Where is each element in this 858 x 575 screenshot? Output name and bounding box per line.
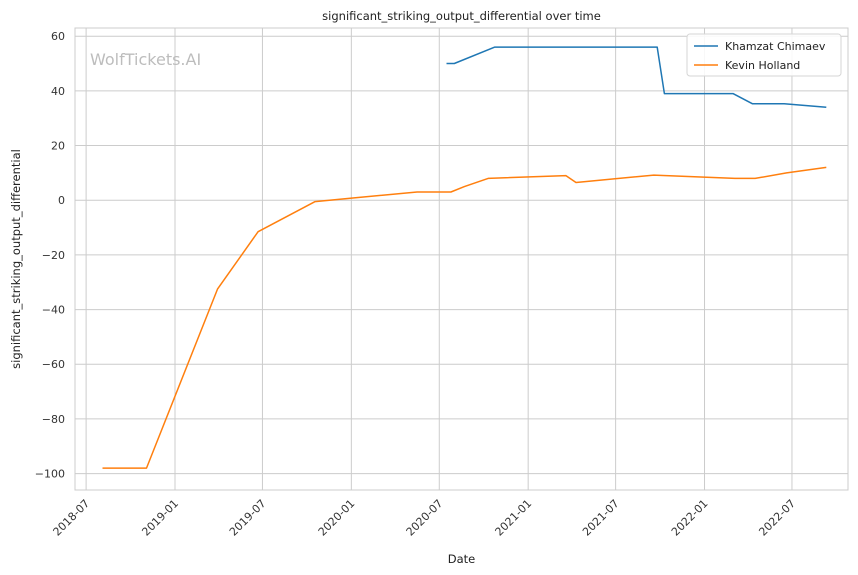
y-tick-label: −100 [35, 468, 65, 481]
y-tick-label: 20 [51, 140, 65, 153]
series-line-1 [102, 166, 827, 469]
x-tick-label: 2022-07 [756, 497, 798, 539]
x-tick-label: 2019-01 [139, 497, 181, 539]
legend-box [686, 33, 842, 77]
x-axis-ticks: 2018-07 2019-01 2019-07 2020-01 2020-07 2021-… [51, 497, 799, 539]
x-tick-label: 2018-07 [51, 497, 93, 539]
y-tick-label: −60 [42, 358, 65, 371]
series-line-0 [446, 46, 827, 109]
x-tick-label: 2020-01 [316, 497, 358, 539]
y-tick-label: −20 [42, 249, 65, 262]
x-tick-label: 2022-01 [669, 497, 711, 539]
y-tick-label: 40 [51, 85, 65, 98]
grid [75, 28, 848, 490]
chart-title: significant_striking_output_differential… [322, 9, 601, 23]
y-tick-label: 0 [58, 194, 65, 207]
y-axis-ticks: −100 −80 −60 −40 −20 0 20 40 60 [35, 30, 65, 480]
watermark: WolfTickets.AI [90, 50, 201, 69]
x-tick-label: 2021-07 [580, 497, 622, 539]
x-tick-label: 2019-07 [227, 497, 269, 539]
series-lines [102, 46, 827, 469]
y-tick-label: −40 [42, 304, 65, 317]
legend-entry: Khamzat Chimaev [725, 40, 826, 53]
x-axis-label: Date [448, 552, 476, 566]
y-tick-label: −80 [42, 413, 65, 426]
y-tick-label: 60 [51, 30, 65, 43]
plot-area-frame [74, 27, 849, 491]
y-axis-label: significant_striking_output_differential [9, 149, 23, 369]
x-tick-label: 2021-01 [493, 497, 535, 539]
legend: Khamzat Chimaev Kevin Holland [686, 33, 842, 77]
x-tick-label: 2020-07 [404, 497, 446, 539]
legend-entry: Kevin Holland [725, 59, 800, 72]
